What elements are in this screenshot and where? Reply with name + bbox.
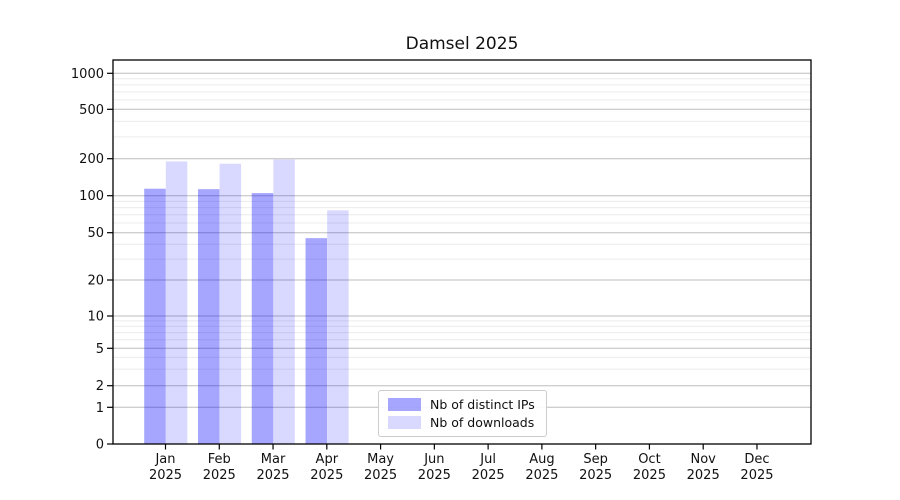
y-tick-label: 200 [79,152,104,167]
bar [251,193,274,444]
y-tick-label: 0 [96,438,104,453]
y-gridlines-major [113,72,811,408]
x-tick-label-month: Mar [261,452,286,467]
x-axis-ticks: Jan2025Feb2025Mar2025Apr2025May2025Jun20… [149,444,774,483]
legend-label-distinct-ips: Nb of distinct IPs [430,397,535,413]
legend-swatch-distinct-ips [388,398,421,412]
x-tick-label-month: Aug [529,452,554,467]
legend-item-distinct-ips: Nb of distinct IPs [388,397,537,412]
bar [165,161,188,444]
x-tick-label-year: 2025 [525,468,558,483]
bar [305,238,328,444]
x-tick-label-year: 2025 [418,468,451,483]
y-tick-label: 50 [87,226,104,241]
y-gridlines-minor [113,78,811,370]
x-tick-label-month: Sep [583,452,608,467]
x-tick-label-year: 2025 [579,468,612,483]
y-tick-label: 100 [79,189,104,204]
x-tick-label-month: Oct [638,452,660,467]
legend-label-downloads: Nb of downloads [430,414,535,430]
bar [144,188,166,444]
bars-series-0 [144,188,328,444]
x-tick-label-year: 2025 [740,468,773,483]
x-tick-label-month: Jan [154,452,175,467]
x-tick-label-year: 2025 [472,468,505,483]
x-tick-label-year: 2025 [149,468,182,483]
x-tick-label-year: 2025 [633,468,666,483]
y-tick-label: 1000 [71,67,104,82]
x-tick-label-month: Jul [479,452,496,467]
bar [327,210,349,444]
y-tick-label: 5 [96,342,104,357]
legend-swatch-downloads [388,415,421,429]
y-axis-ticks: 0 1 2 5 10 20 50 100 200 500 1000 [71,67,113,453]
y-tick-label: 1 [96,401,104,416]
plot-border [112,59,812,445]
x-tick-label-month: May [367,452,394,467]
x-tick-label-year: 2025 [364,468,397,483]
y-tick-label: 20 [87,274,104,289]
bar [197,189,220,444]
bars-series-1 [165,159,349,444]
bar [273,159,295,444]
x-tick-label-month: Nov [691,452,717,467]
y-tick-label: 500 [79,103,104,118]
legend: Nb of distinct IPs Nb of downloads [378,390,547,437]
x-tick-label-year: 2025 [256,468,289,483]
x-tick-label-year: 2025 [310,468,343,483]
legend-item-downloads: Nb of downloads [388,415,537,430]
x-tick-label-month: Apr [316,452,339,467]
x-tick-label-month: Jun [423,452,444,467]
chart-title: Damsel 2025 [405,34,519,54]
y-tick-label: 10 [87,310,104,325]
x-tick-label-year: 2025 [203,468,236,483]
x-tick-label-year: 2025 [687,468,720,483]
x-tick-label-month: Feb [208,452,231,467]
y-tick-label: 2 [96,379,104,394]
bar [219,163,242,444]
x-tick-label-month: Dec [744,452,769,467]
